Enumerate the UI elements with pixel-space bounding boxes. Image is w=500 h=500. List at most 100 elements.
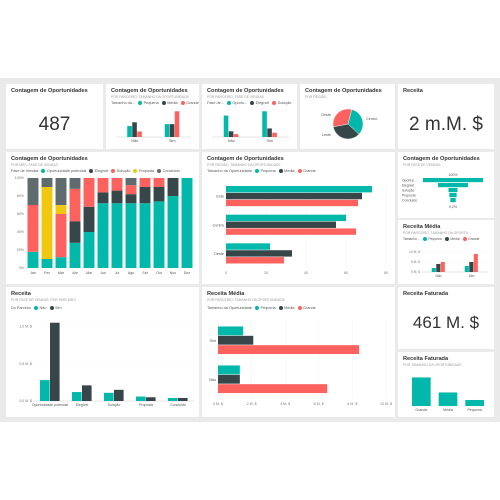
kpi-value: 2 m.M. $ [409,114,483,135]
legend-item[interactable]: Não [34,306,47,310]
stacked-bar-segment [69,242,81,268]
tile-count-funnel[interactable]: Contagem de Oportunidades POR FASE DE VE… [398,152,494,218]
legend-item[interactable]: Solução [272,101,291,105]
x-tick-label: Pequena [467,408,481,412]
tile-title: Contagem de Oportunidades [11,156,88,162]
tile-count-by-month-stage[interactable]: Contagem de Oportunidades POR MÊS, FASE … [6,152,199,284]
legend-swatch [422,237,427,241]
bar [473,254,478,272]
stacked-bar-segment [139,203,151,268]
bar [169,124,175,137]
x-tick-label: 4 M. $ [280,402,290,406]
legend: Do Parceiro Não Sim [11,306,65,310]
legend-item[interactable]: Sim [49,306,62,310]
legend-swatch [297,306,302,310]
legend-item[interactable]: Concluído [157,169,180,173]
bar [137,131,142,137]
bar [40,380,50,401]
bar [226,192,362,200]
tile-revenue[interactable]: Receita 2 m.M. $ [398,84,494,149]
tile-opportunity-count[interactable]: Contagem de Oportunidades 487 [6,84,103,149]
legend-item[interactable]: Oportunidade potencial [41,169,86,173]
bar [412,377,431,406]
legend-swatch [89,169,94,173]
stacked-bar-segment [83,178,95,207]
legend: Tamanho da Oportunidade Pequena Média Gr… [207,306,319,310]
tile-count-by-region[interactable]: Contagem de Oportunidades POR REGIÃO Cen… [300,84,395,149]
pie-label: Leste [322,133,331,137]
legend-swatch [254,169,259,173]
tile-invoiced-by-size[interactable]: Receita Faturada POR TAMANHO DA OPORTUNI… [398,352,494,417]
stacked-bar-segment [83,232,95,268]
tile-invoiced-revenue[interactable]: Receita Faturada 461 M. $ [398,287,494,349]
legend-label: Sim [55,306,62,310]
legend-item[interactable]: Oportu... [226,101,247,105]
funnel-bar [448,188,458,193]
x-tick-label: Média [443,408,453,412]
legend-item[interactable]: Proposta [133,169,154,173]
bar [267,128,272,137]
bar [178,398,188,401]
stacked-bar-segment [27,251,39,268]
funnel-bar [450,198,456,203]
tile-revenue-by-stage-partner[interactable]: Receita POR FASE DE VENDAS, POR PARCEIRO… [6,287,199,417]
bar [50,322,60,401]
legend-item[interactable]: Elegível [250,101,269,105]
legend-item[interactable]: Grande [297,169,316,173]
bar [226,186,372,193]
x-tick-label: Não [131,139,138,143]
x-tick-label: Fev [44,271,50,275]
tile-avg-revenue-small[interactable]: Receita Média POR PARCEIRO, TAMANHO DA O… [398,220,494,284]
tile-avg-revenue-by-partner-size[interactable]: Receita Média POR PARCEIRO, TAMANHO DA O… [202,287,395,417]
legend-item[interactable]: Pequena [138,101,159,105]
tile-count-by-partner-stage[interactable]: Contagem de Oportunidades POR PARCEIRO, … [202,84,297,149]
y-tick-label: 100% [15,176,25,180]
x-tick-label: 80 [384,271,388,275]
tile-subtitle: POR MÊS, FASE DE VENDAS [11,163,58,167]
tile-subtitle: POR PARCEIRO, FASE DE VENDAS [207,95,264,99]
legend-item[interactable]: Média [278,169,295,173]
legend-item[interactable]: Média [278,306,295,310]
y-tick-label: Não [209,378,216,382]
legend-swatch [462,237,467,241]
tile-title: Receita Faturada [403,291,449,297]
legend-label: Proposta [138,169,155,173]
x-tick-label: Mai [86,271,92,275]
legend-title: Tamanho da... [111,101,136,105]
y-tick-label: 60% [17,212,25,216]
legend-item[interactable]: Grande [462,237,479,241]
tile-count-by-partner-size[interactable]: Contagem de Oportunidades POR PARCEIRO, … [106,84,199,149]
funnel-bottom-label: 9,2% [449,205,458,209]
legend-title: Do Parceiro [11,306,32,310]
legend-item[interactable]: Média [161,101,178,105]
legend: Fase de Vendas Oportunidade potencial El… [11,169,183,173]
bar [272,132,277,137]
x-tick-label: 2 M. $ [247,402,257,406]
funnel-label: Concluído [402,198,417,202]
bar [438,392,458,406]
legend-label: Não [39,306,47,310]
legend-item[interactable]: Solução [111,169,130,173]
legend-item[interactable]: Pequena [254,169,276,173]
legend-swatch [278,169,283,173]
tile-subtitle: POR PARCEIRO, TAMANHO DA OPORTUNIDADE [207,298,285,302]
stacked-bar-segment [153,178,165,187]
legend-swatch [111,169,116,173]
chart-count-by-partner-size: Não Sim [116,111,191,143]
bar [464,266,469,272]
legend-label: Grande [303,306,316,310]
legend-item[interactable]: Grande [180,101,199,105]
tile-count-by-region-size[interactable]: Contagem de Oportunidades POR REGIÃO, TA… [202,152,395,284]
funnel-label: Proposta [402,193,416,197]
legend-item[interactable]: Pequena [422,237,442,241]
legend-item[interactable]: Elegível [89,169,108,173]
legend-item[interactable]: Média [444,237,460,241]
bar [218,345,360,355]
x-tick-label: 6 M. $ [314,402,324,406]
legend-label: Média [284,169,295,173]
y-tick-label: 5 M. $ [411,260,420,264]
stacked-bar-segment [41,178,53,187]
bar [226,221,336,228]
legend-item[interactable]: Pequena [254,306,276,310]
legend-item[interactable]: Grande [297,306,316,310]
